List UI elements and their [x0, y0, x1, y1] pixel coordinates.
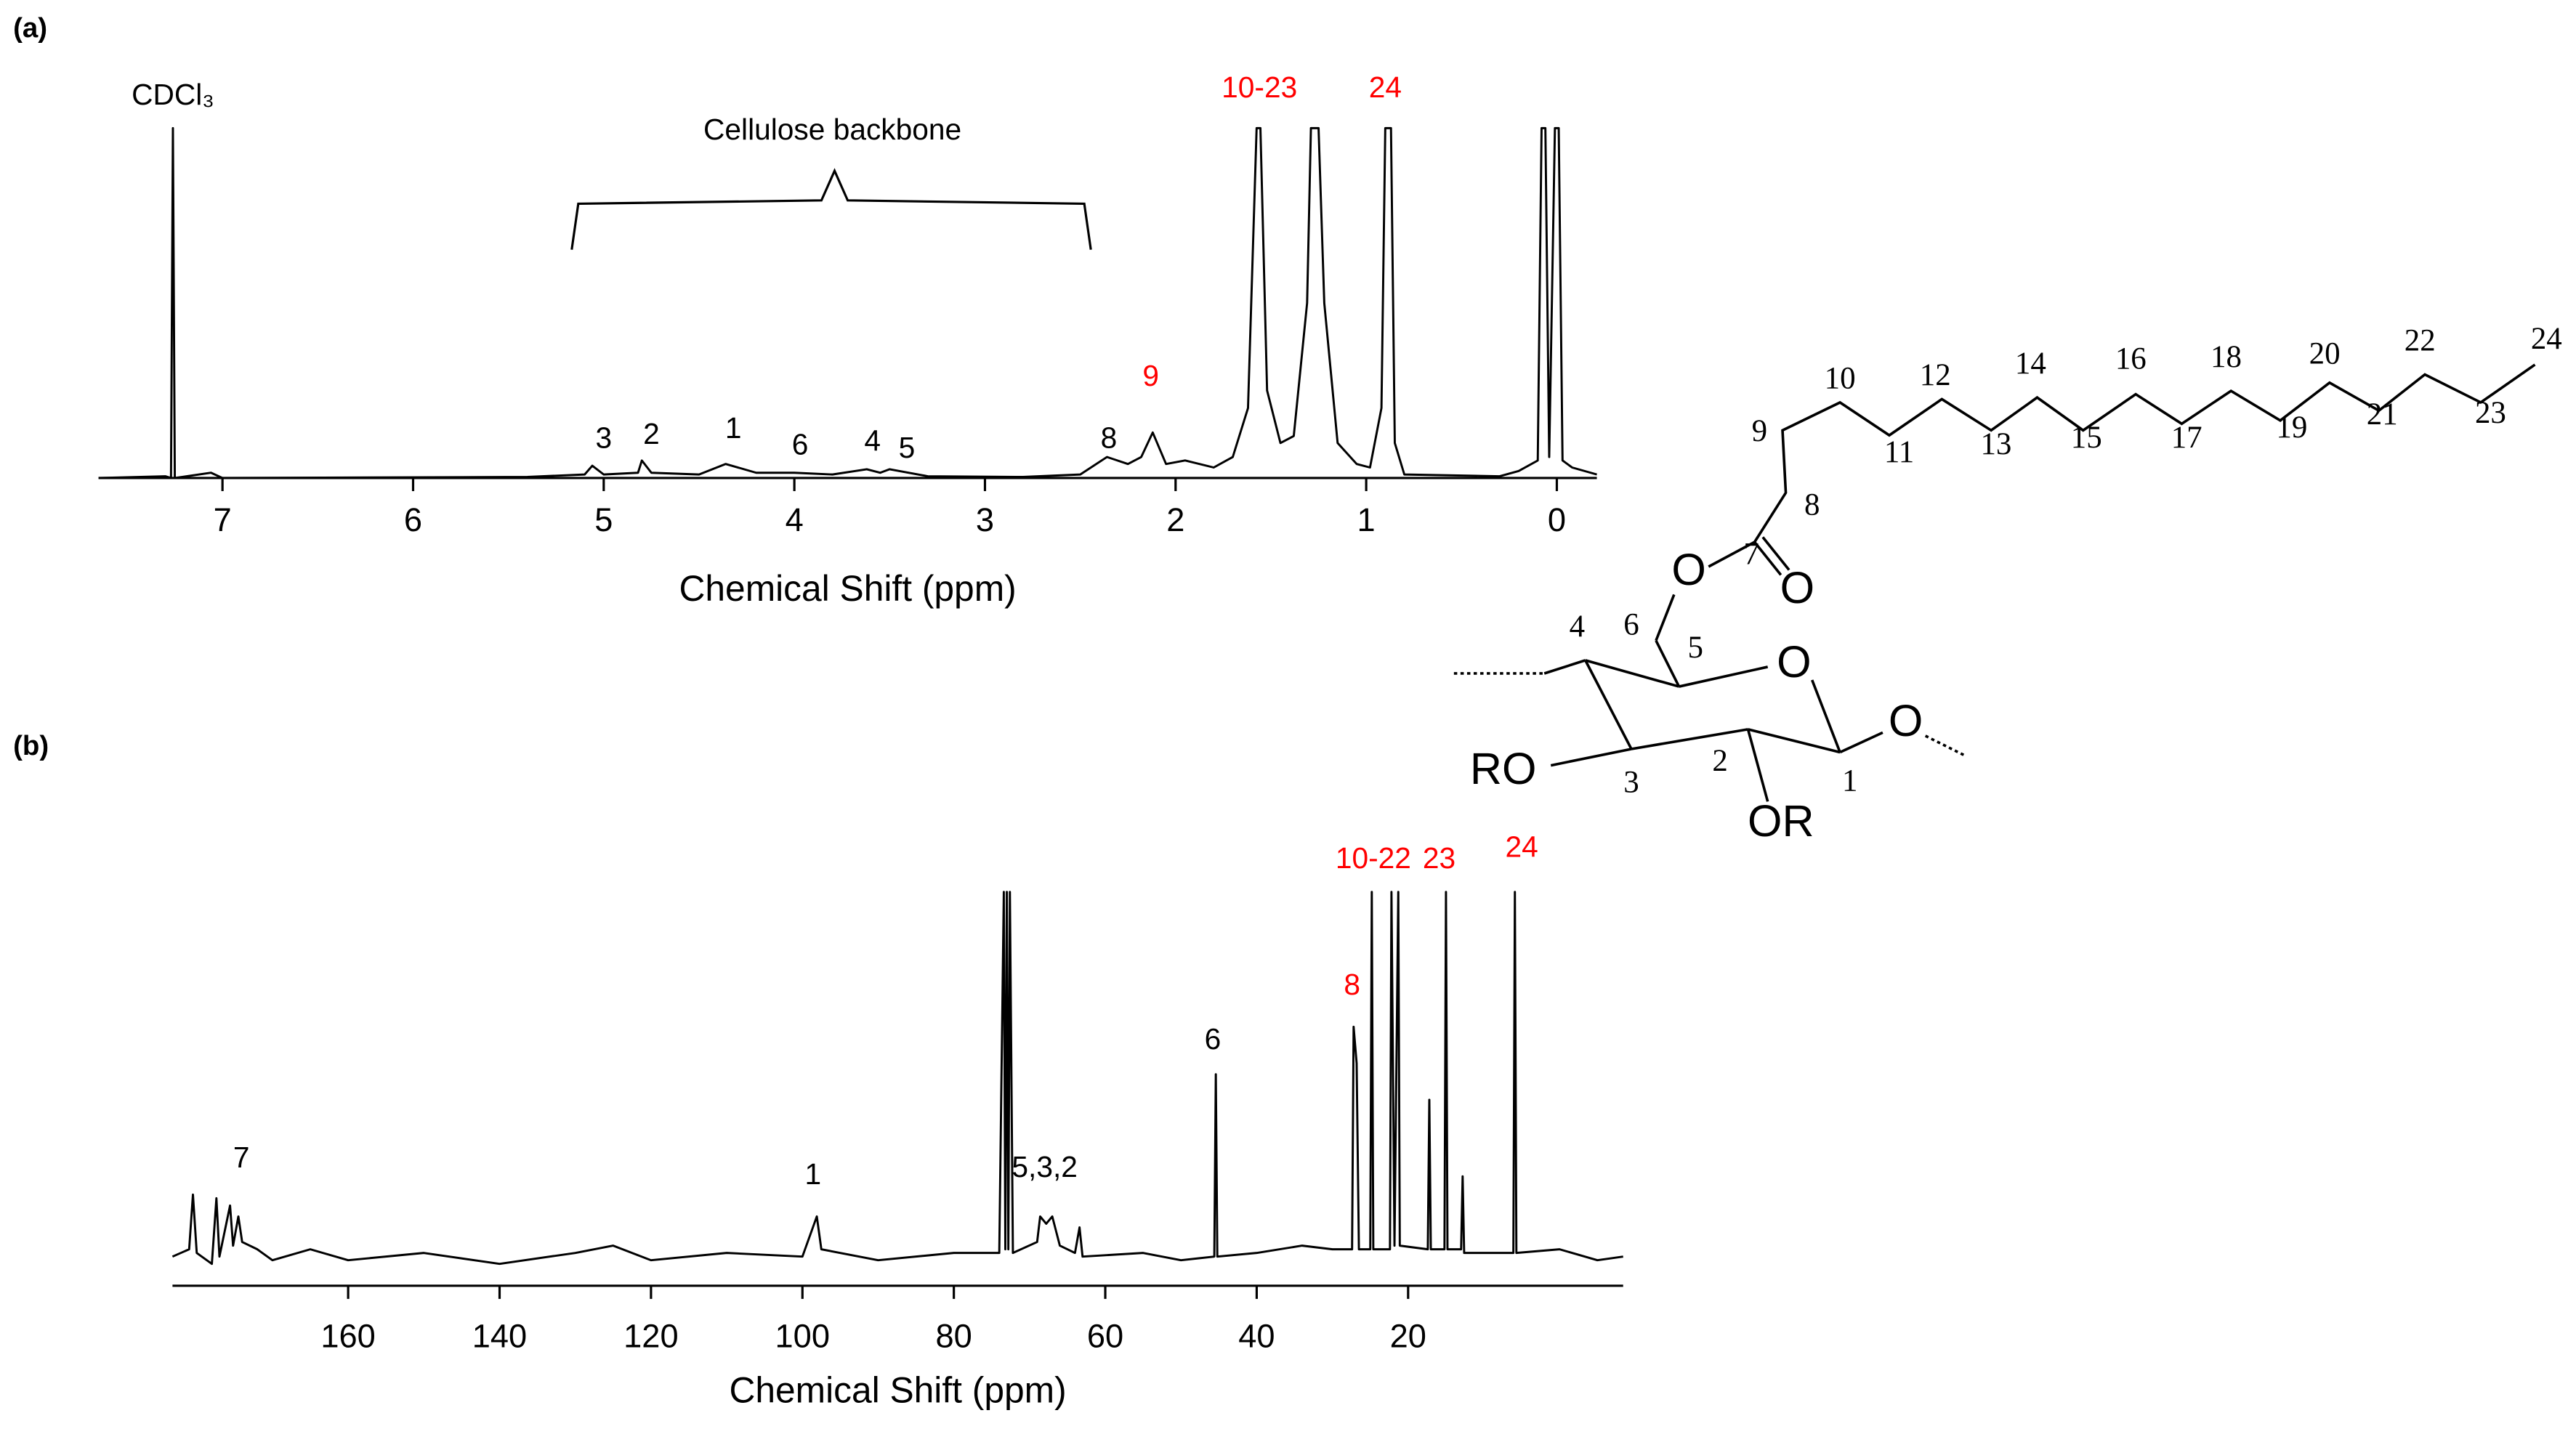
bond [1679, 665, 1769, 688]
position-number: 10 [1825, 361, 1856, 395]
peak-annotation: CDCl₃ [132, 78, 214, 111]
x-tick-label: 0 [1548, 501, 1566, 538]
panel-label: (a) [13, 12, 47, 44]
bond [1655, 639, 1681, 687]
peak-annotation: 10-22 [1336, 841, 1411, 875]
peak-annotation: 24 [1505, 830, 1538, 864]
x-tick-label: 7 [214, 501, 232, 538]
bond [1761, 536, 1790, 571]
position-number: 20 [2309, 336, 2341, 371]
bond [1811, 679, 1841, 753]
position-number: 23 [2475, 396, 2506, 430]
x-tick-label: 20 [1390, 1318, 1426, 1355]
position-number: 9 [1752, 414, 1767, 448]
bond [1543, 659, 1586, 675]
x-tick-label: 120 [623, 1318, 678, 1355]
peak-annotation: 5 [899, 431, 916, 464]
atom-label: O [1777, 637, 1811, 687]
x-tick-label: 3 [976, 501, 994, 538]
x-tick-label: 80 [936, 1318, 972, 1355]
x-tick-label: 2 [1166, 501, 1184, 538]
atom-label: OR [1748, 796, 1814, 846]
x-tick-label: 5 [594, 501, 613, 538]
position-number: 14 [2015, 347, 2046, 381]
position-number: 12 [1920, 358, 1951, 392]
bond [1655, 594, 1676, 641]
x-tick-label: 60 [1087, 1318, 1123, 1355]
position-number: 17 [2171, 421, 2202, 455]
position-number: 6 [1623, 608, 1639, 642]
position-number: 19 [2276, 410, 2307, 445]
bond [1924, 734, 1966, 757]
bond [1631, 728, 1748, 750]
atom-label: O [1671, 545, 1705, 594]
peak-annotation: 9 [1142, 359, 1159, 392]
peak-annotation: 8 [1101, 421, 1118, 455]
bond [1748, 728, 1841, 754]
peak-annotation: 10-23 [1222, 70, 1297, 104]
peak-annotation: 6 [1205, 1022, 1222, 1056]
peak-annotation: 23 [1423, 841, 1455, 875]
position-number: 16 [2115, 341, 2147, 376]
position-number: 3 [1623, 766, 1639, 800]
peak-annotation: 7 [233, 1141, 250, 1174]
x-tick-label: 4 [786, 501, 804, 538]
position-number: 15 [2071, 421, 2102, 455]
x-tick-label: 160 [320, 1318, 375, 1355]
atom-label: RO [1470, 744, 1537, 793]
peak-annotation: 4 [864, 424, 881, 458]
bond [1746, 729, 1769, 802]
x-axis-title: Chemical Shift (ppm) [679, 568, 1017, 609]
spectrum-line [171, 891, 1623, 1266]
peak-annotation: Cellulose backbone [703, 113, 961, 146]
position-number: 7 [1743, 537, 1759, 571]
position-number: 8 [1804, 487, 1820, 522]
x-tick-label: 1 [1357, 501, 1376, 538]
position-number: 22 [2405, 323, 2436, 357]
peak-annotation: 24 [1369, 70, 1402, 104]
chemical-structure: OOO OROOR12345678910111213141516171819202… [1453, 322, 2562, 846]
panel-label: (b) [13, 730, 49, 761]
position-number: 2 [1712, 744, 1727, 778]
x-tick-label: 140 [472, 1318, 527, 1355]
bond [1584, 660, 1633, 750]
position-number: 13 [1980, 427, 2011, 461]
peak-annotation: 1 [805, 1157, 822, 1191]
peak-annotation: 8 [1344, 968, 1360, 1001]
position-number: 21 [2367, 397, 2398, 432]
x-tick-label: 100 [775, 1318, 830, 1355]
bond [1585, 659, 1680, 688]
position-number: 1 [1842, 764, 1857, 798]
peak-annotation: 6 [792, 427, 809, 461]
x-axis-title: Chemical Shift (ppm) [729, 1369, 1066, 1410]
atom-label: O [1889, 696, 1923, 745]
peak-annotation: 5,3,2 [1012, 1150, 1078, 1183]
spectrum-panel: (b) 160 140 120 100 80 60 40 20 Chemical Shift (p… [13, 730, 1623, 1410]
bond [1753, 541, 1782, 576]
peak-annotation: 2 [643, 417, 660, 450]
bond [1550, 748, 1632, 767]
spectrum-line [98, 126, 1597, 479]
position-number: 4 [1570, 610, 1585, 644]
position-number: 18 [2210, 340, 2242, 374]
peak-annotation: 1 [725, 411, 742, 445]
alkyl-chain [1753, 363, 2536, 543]
bracket [570, 168, 1092, 250]
bond [1839, 731, 1883, 754]
peak-annotation: 3 [595, 421, 612, 455]
x-tick-label: 40 [1238, 1318, 1275, 1355]
position-number: 5 [1687, 631, 1703, 665]
position-number: 11 [1884, 435, 1914, 469]
atom-label: O [1780, 563, 1814, 612]
bond [1708, 541, 1756, 568]
x-tick-label: 6 [404, 501, 422, 538]
position-number: 24 [2531, 322, 2562, 356]
